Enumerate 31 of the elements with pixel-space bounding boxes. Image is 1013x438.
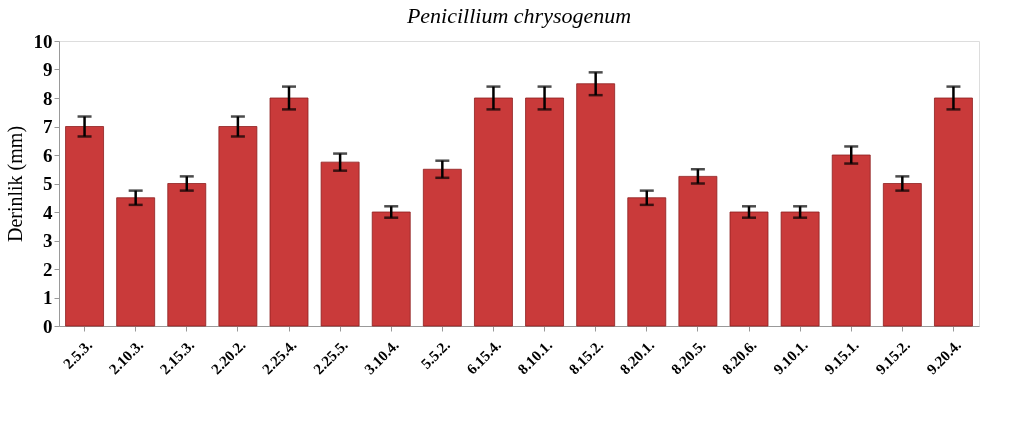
y-tick-label: 6 (43, 144, 53, 166)
bar (678, 175, 718, 327)
bar (65, 126, 104, 327)
y-tick-label: 10 (33, 30, 53, 52)
y-axis-title: Derinlik (mm) (3, 125, 27, 243)
bar (627, 197, 667, 327)
y-tick-label: 4 (43, 201, 53, 223)
y-tick-label: 5 (43, 173, 53, 194)
bar (576, 83, 616, 327)
y-tick-label: 7 (43, 116, 53, 137)
bar (729, 211, 769, 327)
y-tick-label: 3 (43, 230, 53, 251)
bar (831, 154, 871, 327)
chart-title: Penicillium chrysogenum (405, 3, 632, 28)
bar (525, 97, 564, 327)
bar (371, 211, 411, 327)
bar (269, 97, 309, 327)
bar (882, 183, 922, 327)
bar (116, 197, 156, 327)
bar (780, 211, 820, 327)
y-tick-label: 1 (43, 287, 53, 308)
y-tick-label: 8 (43, 87, 53, 109)
bar (167, 183, 207, 327)
y-tick-label: 2 (43, 258, 53, 280)
bar (422, 168, 462, 327)
bar (320, 161, 360, 327)
bar (218, 126, 258, 327)
y-tick-label: 9 (43, 59, 53, 80)
y-tick-label: 0 (43, 315, 53, 337)
bar (934, 97, 973, 327)
bar (474, 97, 513, 327)
